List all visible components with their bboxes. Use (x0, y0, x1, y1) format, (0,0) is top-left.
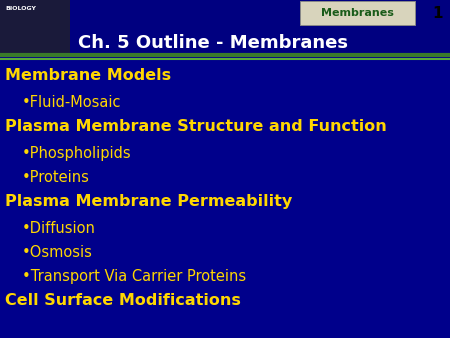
Text: Ch. 5 Outline - Membranes: Ch. 5 Outline - Membranes (78, 34, 348, 52)
Text: •Fluid-Mosaic: •Fluid-Mosaic (22, 95, 122, 110)
Text: Membrane Models: Membrane Models (5, 68, 171, 83)
Text: 1: 1 (433, 6, 443, 22)
Text: Membranes: Membranes (321, 8, 394, 19)
Text: •Diffusion: •Diffusion (22, 221, 96, 236)
Text: •Phospholipids: •Phospholipids (22, 146, 131, 161)
Text: Plasma Membrane Structure and Function: Plasma Membrane Structure and Function (5, 119, 387, 134)
Text: Plasma Membrane Permeability: Plasma Membrane Permeability (5, 194, 292, 209)
Bar (0, 0, 70, 55)
Text: •Proteins: •Proteins (22, 170, 90, 185)
FancyBboxPatch shape (300, 1, 415, 25)
Text: •Osmosis: •Osmosis (22, 245, 93, 260)
Text: •Transport Via Carrier Proteins: •Transport Via Carrier Proteins (22, 269, 246, 284)
Text: Cell Surface Modifications: Cell Surface Modifications (5, 293, 241, 308)
Bar (0, 0, 450, 55)
Text: BIOLOGY: BIOLOGY (5, 6, 36, 11)
